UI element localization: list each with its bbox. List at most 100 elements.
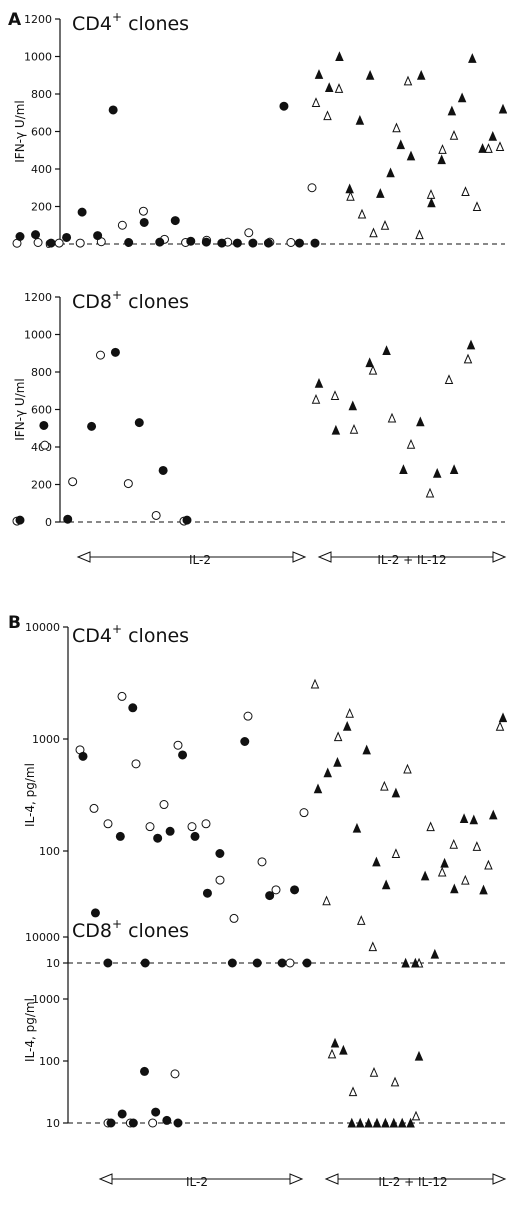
data-point-filled-circle xyxy=(279,101,289,111)
data-point-filled-triangle xyxy=(355,115,365,125)
data-point-filled-circle xyxy=(110,347,120,357)
arrowhead-left xyxy=(98,1173,113,1185)
data-point-filled-triangle xyxy=(389,1117,399,1128)
data-point-filled-circle xyxy=(155,237,165,247)
data-point-open-triangle xyxy=(369,1066,379,1077)
data-point-open-triangle xyxy=(368,364,378,375)
y-tick-label: 400 xyxy=(31,163,52,176)
data-point-open-circle xyxy=(138,206,148,216)
data-point-open-triangle xyxy=(425,487,435,498)
data-point-filled-circle xyxy=(15,232,25,241)
data-point-filled-triangle xyxy=(381,879,391,890)
data-point-filled-circle xyxy=(302,958,312,968)
arrowhead-left xyxy=(76,551,91,563)
chart-b-cd8: CD8+ clones 10 100 1000 10000 IL-4, pg/ml xyxy=(23,917,505,1130)
data-point-open-circle xyxy=(145,822,155,832)
data-point-open-triangle xyxy=(311,393,321,404)
y-tick-label: 200 xyxy=(31,201,52,214)
data-point-filled-circle xyxy=(134,418,144,428)
data-point-open-triangle xyxy=(322,895,331,906)
data-point-open-triangle xyxy=(449,130,459,140)
data-point-filled-triangle xyxy=(450,883,459,894)
data-point-open-triangle xyxy=(334,83,344,93)
data-point-filled-circle xyxy=(90,908,100,918)
data-point-filled-triangle xyxy=(440,857,449,868)
data-point-open-circle xyxy=(123,479,133,489)
data-point-filled-triangle xyxy=(348,400,358,411)
arrow-label-il2-b: IL-2 xyxy=(186,1175,208,1189)
y-tick-label: 10000 xyxy=(25,621,60,634)
data-point-open-circle xyxy=(243,711,253,721)
data-point-filled-circle xyxy=(115,831,125,841)
chart-b-cd4: CD4+ clones 10 100 1000 10000 IL-4, pg/ml xyxy=(23,621,507,970)
data-point-filled-circle xyxy=(140,1066,149,1076)
data-point-filled-circle xyxy=(263,238,273,248)
y-tick-label: 1200 xyxy=(24,13,52,26)
data-point-filled-triangle xyxy=(347,1117,357,1128)
data-point-filled-triangle xyxy=(364,1117,373,1128)
data-point-open-circle xyxy=(159,800,169,810)
data-point-filled-triangle xyxy=(333,757,342,767)
data-point-filled-triangle xyxy=(488,809,498,820)
data-point-filled-circle xyxy=(93,231,103,241)
data-point-filled-triangle xyxy=(498,103,507,114)
data-point-filled-triangle xyxy=(314,378,324,388)
data-point-filled-triangle xyxy=(386,167,395,178)
data-point-filled-circle xyxy=(290,885,300,895)
panel-letter-b: B xyxy=(8,613,21,633)
data-point-filled-triangle xyxy=(323,767,333,778)
arrow-label-il2-il12-a: IL-2 + IL-12 xyxy=(377,553,446,567)
data-point-filled-triangle xyxy=(401,957,410,968)
y-axis-label: IL-4, pg/ml xyxy=(23,998,37,1062)
data-point-filled-circle xyxy=(202,888,212,898)
data-point-open-triangle xyxy=(426,821,435,832)
data-point-open-circle xyxy=(148,1118,158,1128)
data-point-filled-triangle xyxy=(314,69,324,79)
data-point-filled-triangle xyxy=(457,92,467,103)
data-point-open-circle xyxy=(257,857,267,867)
data-point-filled-circle xyxy=(158,465,168,475)
data-point-filled-circle xyxy=(106,1118,116,1128)
arrowhead-right xyxy=(492,551,507,563)
data-point-open-circle xyxy=(68,477,78,487)
y-tick-label: 1200 xyxy=(24,291,52,304)
data-point-filled-circle xyxy=(227,958,237,968)
data-point-open-triangle xyxy=(403,75,413,86)
data-point-filled-triangle xyxy=(324,82,334,92)
arrow-label-il2-il12-b: IL-2 + IL-12 xyxy=(378,1175,447,1189)
chart-title: CD8+ clones xyxy=(72,917,189,942)
data-point-open-circle xyxy=(131,759,141,769)
data-point-open-circle xyxy=(89,803,99,813)
data-point-filled-circle xyxy=(62,232,72,242)
data-point-open-triangle xyxy=(472,841,482,851)
data-point-open-triangle xyxy=(390,1076,400,1087)
data-point-open-circle xyxy=(285,958,295,968)
data-point-filled-triangle xyxy=(382,345,391,355)
data-point-filled-circle xyxy=(265,891,275,901)
y-tick-label: 800 xyxy=(31,88,52,101)
data-point-filled-circle xyxy=(103,958,113,968)
arrowhead-left xyxy=(317,551,332,563)
data-point-filled-circle xyxy=(128,703,138,713)
data-point-filled-circle xyxy=(39,420,49,430)
data-point-open-circle xyxy=(151,510,161,520)
data-point-filled-circle xyxy=(31,230,41,240)
data-point-filled-circle xyxy=(151,1107,161,1117)
data-point-filled-triangle xyxy=(479,884,488,895)
data-point-open-circle xyxy=(187,822,197,832)
chart-a-cd8: CD8+ clones 020040060080010001200IFN-γ U… xyxy=(12,288,505,529)
data-point-open-triangle xyxy=(415,229,424,240)
data-point-open-circle xyxy=(54,238,64,248)
data-point-open-circle xyxy=(307,183,317,193)
data-point-open-circle xyxy=(33,238,43,247)
data-point-open-triangle xyxy=(437,866,447,877)
data-point-filled-triangle xyxy=(469,814,479,825)
data-point-open-triangle xyxy=(345,707,354,718)
data-point-open-triangle xyxy=(356,915,366,925)
y-tick-label: 1000 xyxy=(24,329,52,342)
y-tick-label: 200 xyxy=(31,479,52,492)
data-point-filled-circle xyxy=(78,751,88,761)
y-tick-label: 600 xyxy=(31,404,52,417)
data-point-filled-triangle xyxy=(437,154,446,165)
data-point-filled-triangle xyxy=(345,183,354,194)
